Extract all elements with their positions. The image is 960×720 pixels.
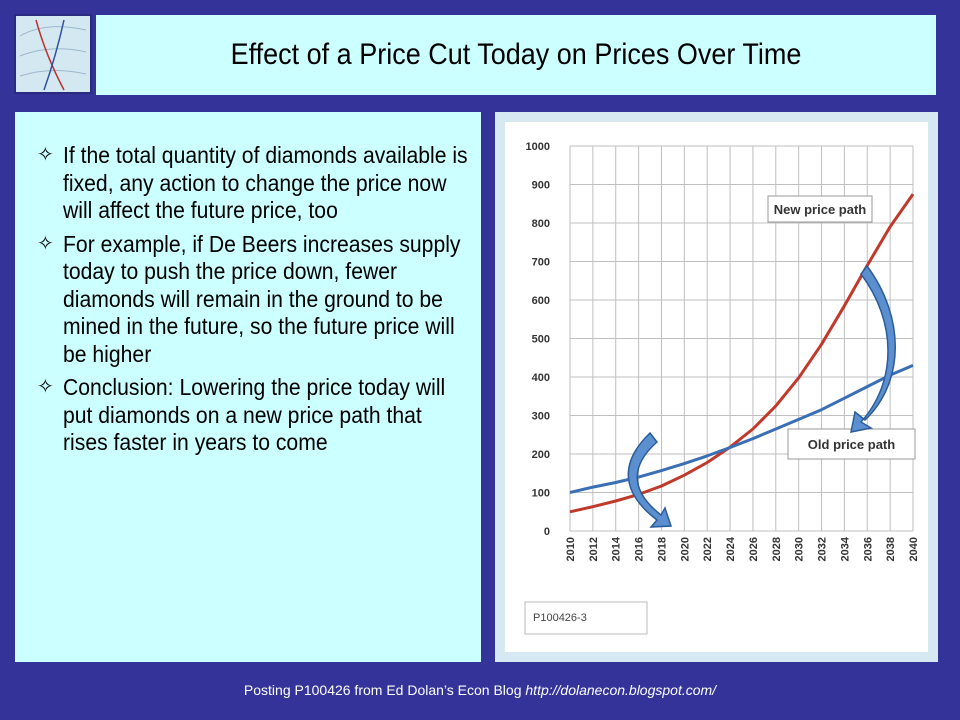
series-label: Old price path	[808, 437, 895, 452]
bullet-item: ✧ For example, if De Beers increases supp…	[37, 230, 461, 367]
series-line	[569, 193, 915, 514]
series-label-box	[767, 195, 873, 223]
x-tick-label: 2038	[885, 537, 897, 561]
x-tick-label: 2010	[565, 537, 577, 561]
blog-link[interactable]: http://dolanecon.blogspot.com/	[525, 682, 717, 698]
y-tick-label: 100	[532, 488, 550, 500]
y-tick-label: 0	[544, 526, 550, 538]
curved-arrow-icon	[850, 264, 896, 433]
series-label-box	[787, 428, 916, 460]
bullet-list: ✧ If the total quantity of diamonds avail…	[37, 142, 468, 463]
x-tick-label: 2024	[725, 536, 737, 561]
x-tick-label: 2028	[771, 537, 783, 561]
x-tick-label: 2018	[656, 537, 668, 561]
price-path-chart: 0 100 200 300 400 500 600 700 800 900 1000 2010 2012…	[524, 141, 920, 635]
bullet-item: ✧ Conclusion: Lowering the price today wi…	[37, 374, 446, 455]
footer-text: Posting P100426 from Ed Dolan’s Econ Blo…	[243, 682, 526, 698]
title-bar: Effect of a Price Cut Today on Prices Ov…	[96, 15, 936, 95]
y-tick-label: 800	[532, 218, 550, 230]
y-tick-label: 1000	[526, 141, 550, 153]
x-tick-label: 2030	[794, 537, 806, 561]
x-tick-label: 2016	[634, 537, 646, 561]
bullet-item: ✧ If the total quantity of diamonds avail…	[37, 142, 468, 223]
y-tick-label: 500	[532, 334, 550, 346]
x-tick-label: 2026	[748, 537, 760, 561]
x-tick-label: 2022	[702, 537, 714, 561]
bullet-star-icon: ✧	[37, 144, 54, 166]
text-panel: ✧ If the total quantity of diamonds avail…	[15, 112, 481, 662]
x-tick-label: 2034	[839, 536, 851, 561]
y-tick-label: 900	[532, 180, 550, 192]
x-tick-label: 2012	[588, 537, 600, 561]
x-tick-label: 2036	[862, 537, 874, 561]
bullet-star-icon: ✧	[37, 232, 54, 255]
y-tick-label: 400	[532, 372, 550, 384]
series-line	[569, 364, 914, 494]
x-tick-label: 2032	[817, 537, 829, 561]
chart-frame: 0 100 200 300 400 500 600 700 800 900 1000 2010 2012…	[495, 112, 938, 662]
y-tick-label: 300	[532, 411, 550, 423]
x-tick-label: 2014	[611, 536, 623, 561]
y-tick-label: 600	[532, 295, 550, 307]
x-tick-label: 2040	[908, 537, 920, 561]
logo	[14, 14, 92, 94]
annotation-label: P100426-3	[533, 612, 587, 624]
annotation-box	[524, 601, 648, 635]
y-tick-label: 200	[532, 449, 550, 461]
y-tick-label: 700	[532, 257, 550, 269]
bullet-star-icon: ✧	[37, 376, 54, 398]
page-title: Effect of a Price Cut Today on Prices Ov…	[230, 38, 802, 71]
series-label: New price path	[774, 202, 867, 217]
footer: Posting P100426 from Ed Dolan’s Econ Blo…	[0, 682, 960, 698]
curved-arrow-icon	[627, 431, 673, 528]
chart-area: 0 100 200 300 400 500 600 700 800 900 1000 2010 2012…	[505, 122, 928, 652]
x-tick-label: 2020	[679, 537, 691, 561]
